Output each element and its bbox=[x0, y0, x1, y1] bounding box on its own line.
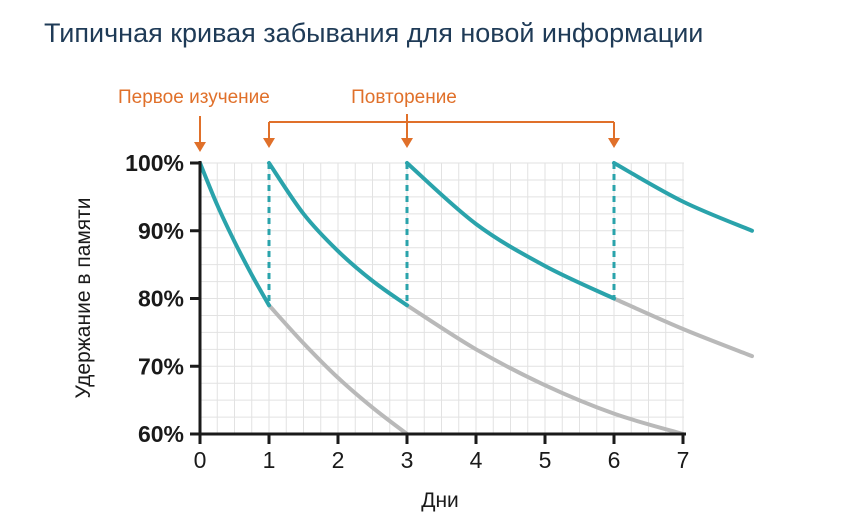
annotation-arrowhead bbox=[401, 138, 413, 148]
teal-curve-segment-3 bbox=[405, 161, 616, 301]
x-tick-label: 7 bbox=[677, 447, 690, 473]
annotation-arrowhead bbox=[194, 142, 206, 152]
axes: 60% 70% 80% 90% 100% 0 1 2 3 4 5 6 7 bbox=[125, 150, 689, 473]
y-tick-label: 70% bbox=[138, 353, 184, 379]
teal-curve-segment-2 bbox=[267, 161, 409, 308]
x-tick-label: 2 bbox=[332, 447, 345, 473]
annotation-arrowhead bbox=[608, 138, 620, 148]
x-axis-label: Дни bbox=[421, 489, 459, 512]
x-tick-label: 6 bbox=[608, 447, 621, 473]
teal-curve-segment-1 bbox=[198, 161, 271, 308]
first-study-label: Первое изучение bbox=[118, 87, 270, 108]
chart-title: Типичная кривая забывания для новой инфо… bbox=[44, 18, 703, 48]
repetition-label: Повторение bbox=[351, 87, 457, 108]
annotations: Первое изучение Повторение bbox=[118, 87, 620, 152]
annotation-arrowhead bbox=[263, 138, 275, 148]
x-tick-label: 3 bbox=[401, 447, 414, 473]
gray-curve-segment-2 bbox=[405, 303, 685, 436]
y-tick-label: 100% bbox=[125, 150, 184, 176]
y-tick-label: 60% bbox=[138, 421, 184, 447]
y-axis-label: Удержание в памяти bbox=[72, 197, 95, 398]
series bbox=[198, 161, 754, 436]
gray-curve-segment-1 bbox=[267, 303, 409, 436]
x-tick-label: 4 bbox=[470, 447, 483, 473]
x-tick-label: 0 bbox=[194, 447, 207, 473]
x-tick-label: 5 bbox=[539, 447, 552, 473]
gray-curve-segment-3 bbox=[612, 296, 754, 359]
x-tick-label: 1 bbox=[263, 447, 276, 473]
y-tick-label: 90% bbox=[138, 218, 184, 244]
y-tick-label: 80% bbox=[138, 286, 184, 312]
teal-curve-segment-4 bbox=[612, 161, 754, 233]
